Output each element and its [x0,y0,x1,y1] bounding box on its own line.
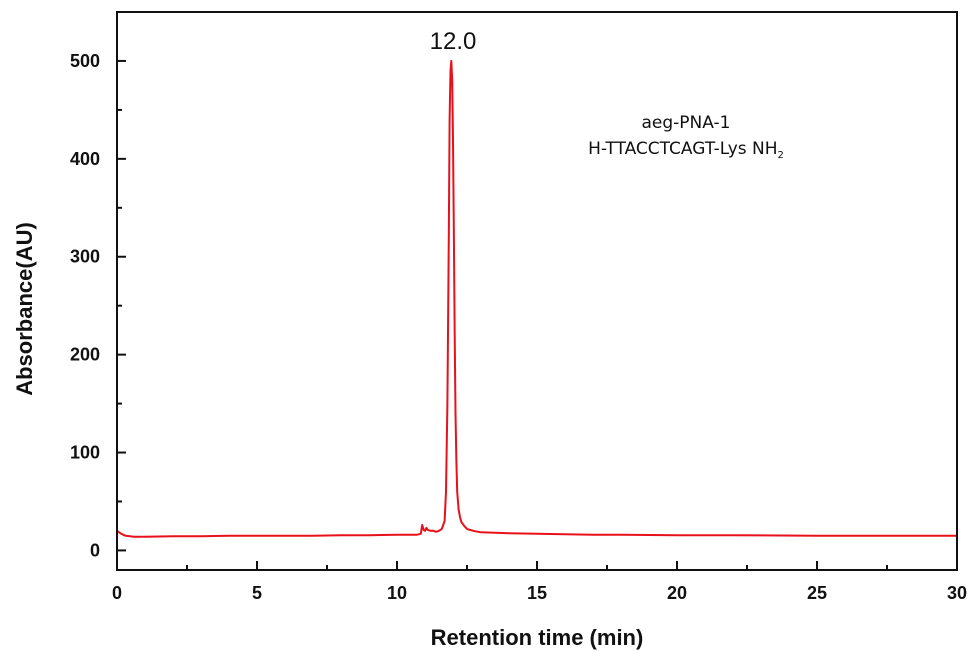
y-tick-label: 500 [70,51,100,71]
x-tick-label: 0 [112,583,122,603]
peak-label: 12.0 [430,28,477,55]
sequence-label: H-TTACCTCAGT-Lys NH2 [588,139,784,161]
x-tick-label: 10 [387,583,407,603]
plot-frame [116,11,958,571]
x-tick-label: 5 [252,583,262,603]
x-tick-label: 20 [667,583,687,603]
sequence-subscript: 2 [778,150,784,161]
y-axis-title: Absorbance(AU) [12,222,37,396]
y-tick-label: 0 [90,540,100,560]
series-layer [116,59,957,538]
chromatogram-line [116,59,957,538]
x-tick-label: 25 [807,583,827,603]
x-tick-label: 30 [947,583,967,603]
x-tick-labels: 0 5 10 15 20 25 30 [112,583,967,603]
y-tick-label: 200 [70,345,100,365]
y-tick-label: 300 [70,247,100,267]
x-tick-label: 15 [527,583,547,603]
y-tick-labels: 0 100 200 300 400 500 [70,51,100,560]
sequence-text: H-TTACCTCAGT-Lys NH [588,139,777,159]
x-axis-title: Retention time (min) [431,625,644,650]
compound-name: aeg-PNA-1 [642,113,731,133]
y-tick-label: 400 [70,149,100,169]
y-tick-label: 100 [70,443,100,463]
